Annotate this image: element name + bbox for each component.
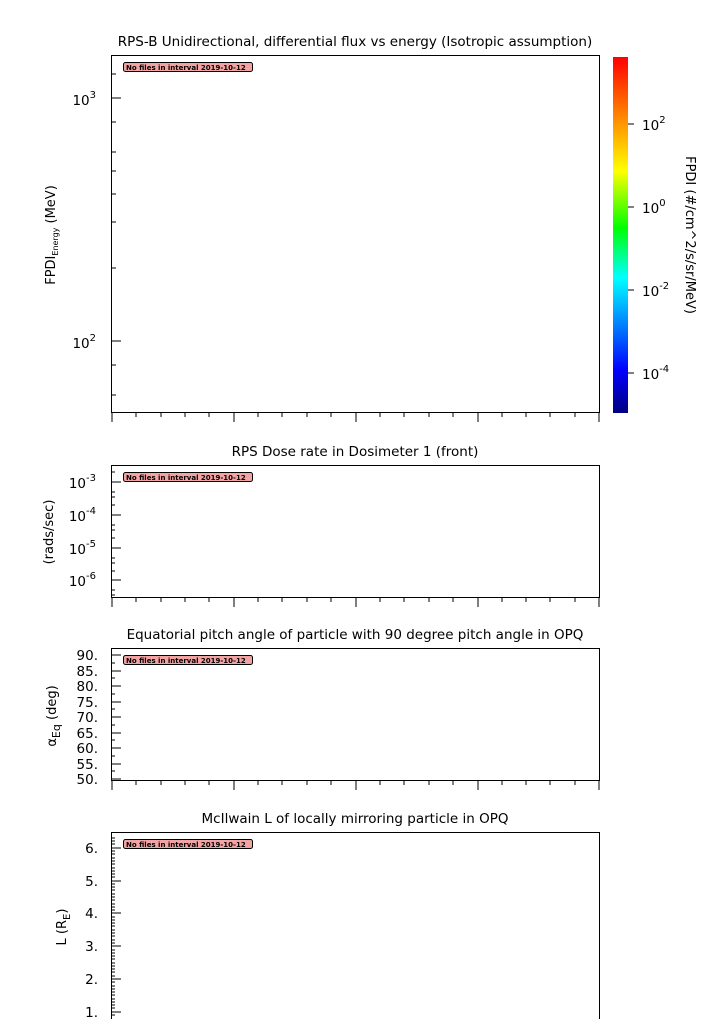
minor-x-ticks	[135, 413, 576, 785]
colorbar-gradient	[613, 57, 628, 413]
panel-flux-spectrogram: RPS-B Unidirectional, differential flux …	[44, 34, 697, 422]
panel-4-ytick-label: 2.	[85, 972, 98, 988]
panel-4-no-data-badge: No files in interval 2019-10-12	[123, 839, 253, 849]
colorbar-tick-1e0: 100	[642, 198, 666, 217]
panel-1-ytick-label-100: 102	[72, 333, 96, 352]
panel-2-ytick-label-1e-6: 10-6	[69, 571, 96, 590]
panel-3-ytick-label: 60.	[77, 741, 98, 757]
panel-4-ytick-label: 4.	[85, 906, 98, 922]
panel-4-ytick-labels: 6. 5. 4. 3. 2. 1.	[85, 841, 98, 1019]
panel-mcilwain-l: McIlwain L of locally mirroring particle…	[55, 811, 600, 1019]
panel-2-notice: No files in interval 2019-10-12	[126, 474, 246, 482]
panel-2-x-ticks	[111, 598, 600, 607]
panel-3-ytick-label: 75.	[77, 695, 98, 711]
panel-4-ylabel: L (RE)	[55, 909, 73, 946]
panel-1-x-ticks	[111, 413, 600, 422]
panel-2-title: RPS Dose rate in Dosimeter 1 (front)	[232, 444, 479, 460]
panel-1-plot-area	[111, 55, 600, 413]
colorbar-tick-1e-4: 10-4	[642, 364, 669, 383]
panel-3-ytick-label: 70.	[77, 710, 98, 726]
colorbar-label: FPDI (#/cm^2/s/sr/MeV)	[682, 156, 697, 314]
panel-2-ylabel: (rads/sec)	[42, 500, 57, 565]
panel-1-ylabel: FPDIEnergy (MeV)	[44, 185, 60, 285]
panel-2-plot-area	[111, 465, 600, 598]
panel-3-ytick-labels: 90. 85. 80. 75. 70. 65. 60. 55. 50.	[77, 648, 98, 788]
panel-pitch-angle: Equatorial pitch angle of particle with …	[45, 627, 600, 790]
panel-1-no-data-badge: No files in interval 2019-10-12	[123, 62, 253, 72]
panel-4-ytick-label: 1.	[85, 1005, 98, 1019]
panel-3-notice: No files in interval 2019-10-12	[126, 657, 246, 665]
panel-dose-rate: RPS Dose rate in Dosimeter 1 (front)	[42, 444, 600, 607]
panel-2-ytick-label-1e-5: 10-5	[69, 539, 96, 558]
colorbar-tick-1e-2: 10-2	[642, 281, 669, 300]
panel-4-notice: No files in interval 2019-10-12	[126, 841, 246, 849]
panel-2-no-data-badge: No files in interval 2019-10-12	[123, 472, 253, 482]
panel-4-title: McIlwain L of locally mirroring particle…	[202, 811, 509, 827]
panel-3-y-ticks	[111, 654, 121, 780]
panel-3-ylabel: αEq (deg)	[45, 685, 63, 746]
panel-3-ytick-label: 55.	[77, 757, 98, 773]
panel-3-title: Equatorial pitch angle of particle with …	[127, 627, 584, 643]
panel-1-y-ticks	[111, 73, 121, 396]
panel-1-ytick-label-1000: 103	[72, 90, 96, 109]
panel-3-ytick-label: 50.	[77, 772, 98, 788]
panel-2-ytick-label-1e-4: 10-4	[69, 506, 96, 525]
panel-3-ytick-label: 85.	[77, 664, 98, 680]
panel-3-plot-area	[111, 648, 600, 781]
colorbar-tick-1e2: 102	[642, 115, 666, 134]
panel-3-ytick-label: 80.	[77, 679, 98, 695]
panel-1-title: RPS-B Unidirectional, differential flux …	[118, 34, 593, 50]
panel-2-ytick-label-1e-3: 10-3	[69, 473, 96, 492]
panel-2-y-ticks	[111, 471, 121, 596]
panel-4-y-ticks	[111, 837, 121, 1016]
panel-4-ytick-label: 5.	[85, 874, 98, 890]
panel-4-ytick-label: 6.	[85, 841, 98, 857]
colorbar: 102 100 10-2 10-4 FPDI (#/cm^2/s/sr/MeV)	[613, 57, 697, 413]
panel-3-ytick-label: 65.	[77, 726, 98, 742]
panel-3-no-data-badge: No files in interval 2019-10-12	[123, 655, 253, 665]
panel-3-x-ticks	[111, 781, 600, 790]
panel-1-notice: No files in interval 2019-10-12	[126, 64, 246, 72]
panel-4-ytick-label: 3.	[85, 939, 98, 955]
panel-4-plot-area	[111, 832, 600, 1019]
panel-3-ytick-label: 90.	[77, 648, 98, 664]
